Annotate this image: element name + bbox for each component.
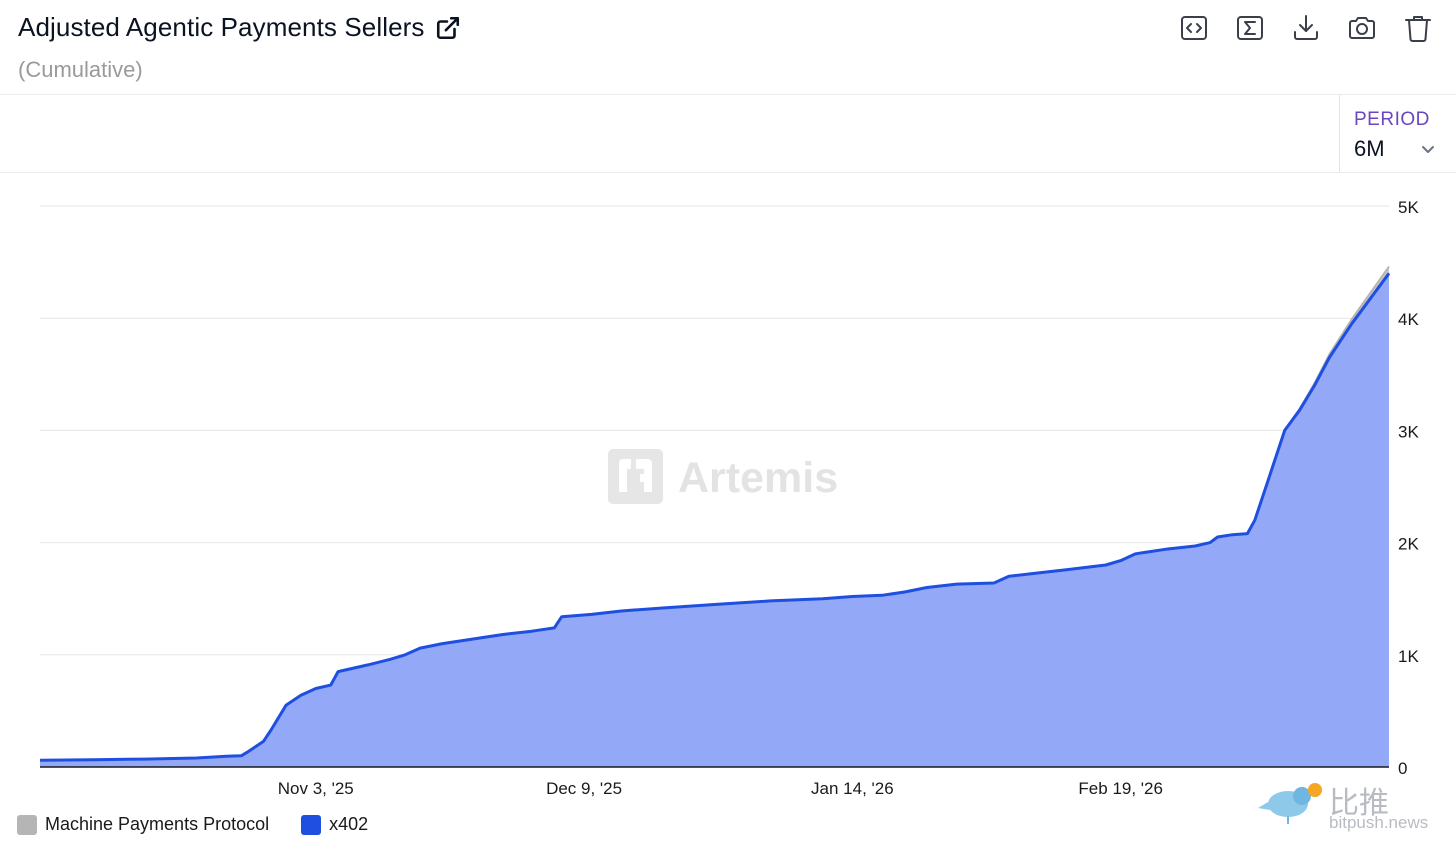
bitpush-bird-logo bbox=[1258, 783, 1322, 824]
download-icon bbox=[1294, 15, 1318, 40]
chart-legend: Machine Payments Protocol x402 bbox=[17, 814, 400, 835]
chart-controls: PERIOD 6M bbox=[0, 95, 1456, 172]
trash-icon bbox=[1405, 16, 1431, 42]
legend-item-machine-payments-protocol[interactable]: Machine Payments Protocol bbox=[17, 814, 269, 835]
legend-swatch-machine-payments-protocol bbox=[17, 814, 37, 835]
artemis-logo-glyph bbox=[619, 459, 652, 492]
chart-subtitle: (Cumulative) bbox=[18, 57, 143, 82]
sigma-icon bbox=[1237, 16, 1263, 40]
chart-header: Adjusted Agentic Payments Sellers (Cumul… bbox=[0, 0, 1456, 95]
bitpush-watermark-cn: 比推 bbox=[1329, 786, 1389, 821]
x-axis-ticks: Nov 3, '25 Dec 9, '25 Jan 14, '26 Feb 19, '… bbox=[278, 779, 1163, 798]
external-link-icon[interactable] bbox=[435, 15, 461, 41]
x-tick-label: Dec 9, '25 bbox=[546, 779, 622, 798]
sigma-button[interactable] bbox=[1232, 10, 1268, 46]
y-tick-label: 4K bbox=[1398, 310, 1419, 329]
artemis-watermark: Artemis bbox=[608, 449, 838, 504]
embed-code-icon bbox=[1181, 16, 1207, 40]
area-x402 bbox=[40, 273, 1389, 767]
area-chart: Artemis 0 1K 2K 3K 4K 5K Nov 3, '25 Dec 9, '25… bbox=[39, 198, 1419, 798]
period-value: 6M bbox=[1354, 136, 1385, 161]
legend-label-x402: x402 bbox=[329, 814, 369, 834]
y-tick-label: 0 bbox=[1398, 759, 1407, 778]
y-tick-label: 2K bbox=[1398, 535, 1419, 554]
y-tick-label: 3K bbox=[1398, 422, 1419, 441]
legend-item-x402[interactable]: x402 bbox=[301, 814, 368, 835]
series-lines bbox=[39, 266, 1391, 762]
chart-title: Adjusted Agentic Payments Sellers bbox=[18, 12, 425, 42]
controls-divider bbox=[0, 172, 1456, 173]
title-row: Adjusted Agentic Payments Sellers bbox=[18, 12, 461, 43]
screenshot-button[interactable] bbox=[1344, 10, 1380, 46]
x-tick-label: Jan 14, '26 bbox=[811, 779, 894, 798]
camera-icon bbox=[1349, 17, 1375, 39]
y-tick-label: 5K bbox=[1398, 198, 1419, 217]
chart-toolbar bbox=[1176, 10, 1436, 46]
bitpush-watermark-url: bitpush.news bbox=[1329, 813, 1429, 832]
series-areas bbox=[40, 266, 1389, 767]
y-axis-ticks: 0 1K 2K 3K 4K 5K bbox=[1398, 198, 1419, 778]
period-select[interactable]: PERIOD 6M bbox=[1339, 95, 1456, 172]
artemis-logo-mark bbox=[608, 449, 663, 504]
delete-button[interactable] bbox=[1400, 10, 1436, 46]
download-button[interactable] bbox=[1288, 10, 1324, 46]
x-tick-label: Feb 19, '26 bbox=[1078, 779, 1163, 798]
embed-code-button[interactable] bbox=[1176, 10, 1212, 46]
chevron-down-icon bbox=[1422, 146, 1434, 153]
line-x402 bbox=[39, 272, 1391, 762]
legend-label-machine-payments-protocol: Machine Payments Protocol bbox=[45, 814, 270, 834]
legend-swatch-x402 bbox=[301, 814, 322, 835]
header-divider bbox=[0, 94, 1456, 95]
artemis-watermark-text: Artemis bbox=[678, 454, 838, 502]
x-tick-label: Nov 3, '25 bbox=[278, 779, 354, 798]
period-label: PERIOD bbox=[1354, 109, 1430, 130]
y-tick-label: 1K bbox=[1398, 647, 1419, 666]
